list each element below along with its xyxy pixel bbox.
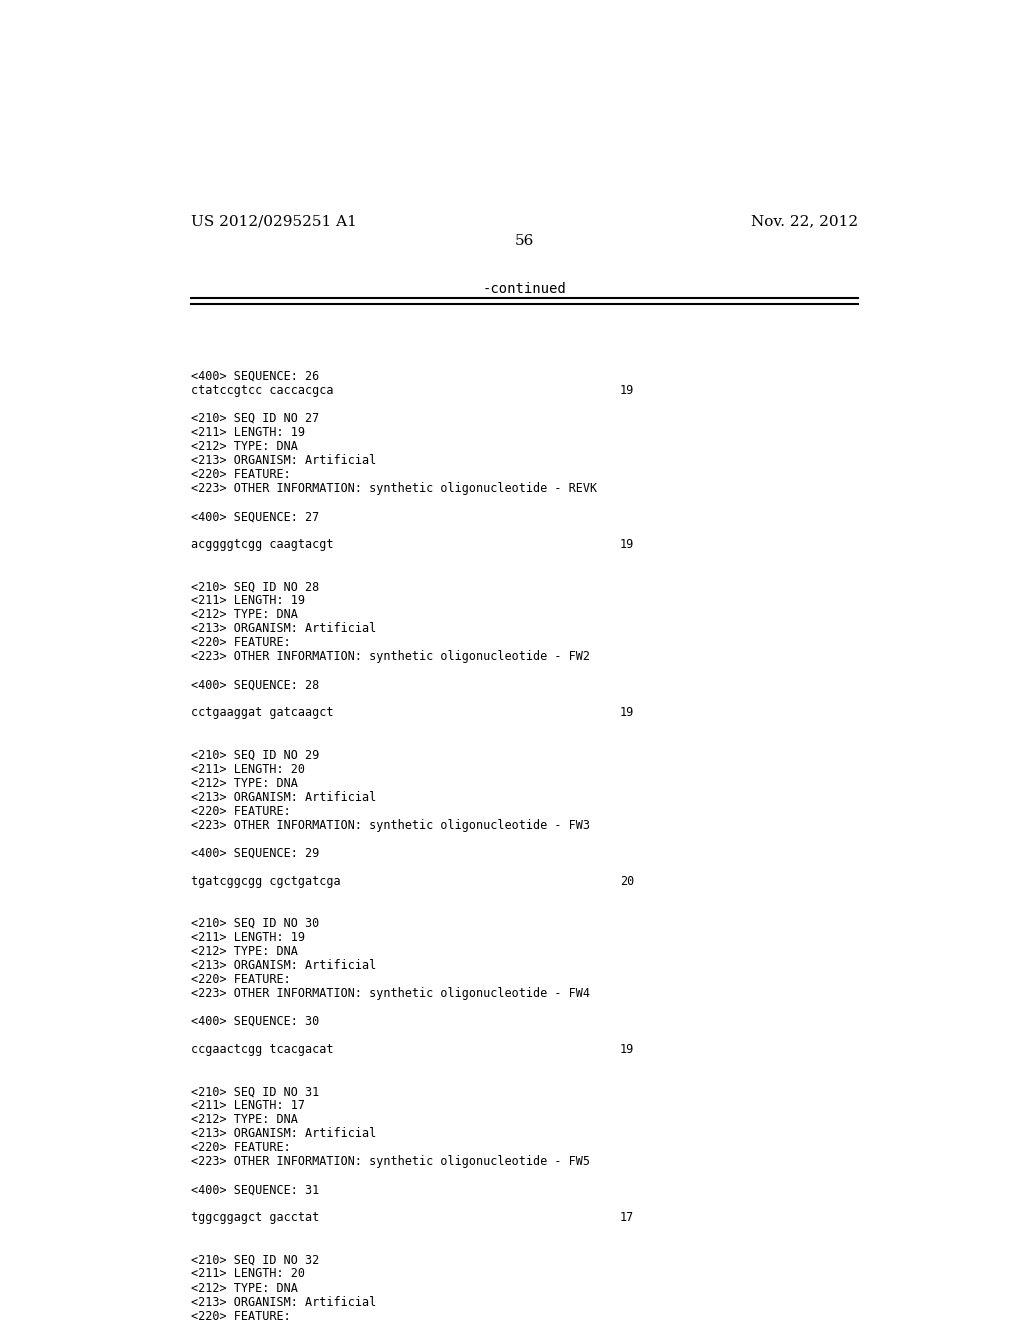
Text: <220> FEATURE:: <220> FEATURE: xyxy=(191,805,291,817)
Text: <400> SEQUENCE: 27: <400> SEQUENCE: 27 xyxy=(191,510,319,523)
Text: <213> ORGANISM: Artificial: <213> ORGANISM: Artificial xyxy=(191,1295,377,1308)
Text: <210> SEQ ID NO 31: <210> SEQ ID NO 31 xyxy=(191,1085,319,1098)
Text: <210> SEQ ID NO 32: <210> SEQ ID NO 32 xyxy=(191,1254,319,1266)
Text: <211> LENGTH: 19: <211> LENGTH: 19 xyxy=(191,594,305,607)
Text: <211> LENGTH: 19: <211> LENGTH: 19 xyxy=(191,426,305,440)
Text: <211> LENGTH: 20: <211> LENGTH: 20 xyxy=(191,1267,305,1280)
Text: 56: 56 xyxy=(515,234,535,248)
Text: <213> ORGANISM: Artificial: <213> ORGANISM: Artificial xyxy=(191,958,377,972)
Text: <400> SEQUENCE: 30: <400> SEQUENCE: 30 xyxy=(191,1015,319,1028)
Text: <211> LENGTH: 20: <211> LENGTH: 20 xyxy=(191,763,305,776)
Text: <223> OTHER INFORMATION: synthetic oligonucleotide - REVK: <223> OTHER INFORMATION: synthetic oligo… xyxy=(191,482,598,495)
Text: <210> SEQ ID NO 29: <210> SEQ ID NO 29 xyxy=(191,748,319,762)
Text: 19: 19 xyxy=(620,539,634,552)
Text: <400> SEQUENCE: 28: <400> SEQUENCE: 28 xyxy=(191,678,319,692)
Text: <400> SEQUENCE: 29: <400> SEQUENCE: 29 xyxy=(191,846,319,859)
Text: <223> OTHER INFORMATION: synthetic oligonucleotide - FW5: <223> OTHER INFORMATION: synthetic oligo… xyxy=(191,1155,591,1168)
Text: -continued: -continued xyxy=(483,282,566,297)
Text: <400> SEQUENCE: 26: <400> SEQUENCE: 26 xyxy=(191,370,319,383)
Text: <223> OTHER INFORMATION: synthetic oligonucleotide - FW2: <223> OTHER INFORMATION: synthetic oligo… xyxy=(191,651,591,664)
Text: <220> FEATURE:: <220> FEATURE: xyxy=(191,973,291,986)
Text: ccgaactcgg tcacgacat: ccgaactcgg tcacgacat xyxy=(191,1043,334,1056)
Text: 19: 19 xyxy=(620,1043,634,1056)
Text: <220> FEATURE:: <220> FEATURE: xyxy=(191,1309,291,1320)
Text: <213> ORGANISM: Artificial: <213> ORGANISM: Artificial xyxy=(191,622,377,635)
Text: <212> TYPE: DNA: <212> TYPE: DNA xyxy=(191,609,298,622)
Text: <223> OTHER INFORMATION: synthetic oligonucleotide - FW4: <223> OTHER INFORMATION: synthetic oligo… xyxy=(191,987,591,1001)
Text: <210> SEQ ID NO 30: <210> SEQ ID NO 30 xyxy=(191,917,319,929)
Text: cctgaaggat gatcaagct: cctgaaggat gatcaagct xyxy=(191,706,334,719)
Text: <220> FEATURE:: <220> FEATURE: xyxy=(191,636,291,649)
Text: <212> TYPE: DNA: <212> TYPE: DNA xyxy=(191,440,298,453)
Text: acggggtcgg caagtacgt: acggggtcgg caagtacgt xyxy=(191,539,334,552)
Text: US 2012/0295251 A1: US 2012/0295251 A1 xyxy=(191,214,357,228)
Text: ctatccgtcc caccacgca: ctatccgtcc caccacgca xyxy=(191,384,334,397)
Text: <212> TYPE: DNA: <212> TYPE: DNA xyxy=(191,1113,298,1126)
Text: <213> ORGANISM: Artificial: <213> ORGANISM: Artificial xyxy=(191,454,377,467)
Text: <212> TYPE: DNA: <212> TYPE: DNA xyxy=(191,945,298,958)
Text: tggcggagct gacctat: tggcggagct gacctat xyxy=(191,1212,319,1225)
Text: 19: 19 xyxy=(620,384,634,397)
Text: <213> ORGANISM: Artificial: <213> ORGANISM: Artificial xyxy=(191,1127,377,1140)
Text: <212> TYPE: DNA: <212> TYPE: DNA xyxy=(191,1282,298,1295)
Text: <211> LENGTH: 17: <211> LENGTH: 17 xyxy=(191,1100,305,1113)
Text: <210> SEQ ID NO 27: <210> SEQ ID NO 27 xyxy=(191,412,319,425)
Text: 17: 17 xyxy=(620,1212,634,1225)
Text: <223> OTHER INFORMATION: synthetic oligonucleotide - FW3: <223> OTHER INFORMATION: synthetic oligo… xyxy=(191,818,591,832)
Text: <213> ORGANISM: Artificial: <213> ORGANISM: Artificial xyxy=(191,791,377,804)
Text: <220> FEATURE:: <220> FEATURE: xyxy=(191,1142,291,1154)
Text: Nov. 22, 2012: Nov. 22, 2012 xyxy=(751,214,858,228)
Text: 20: 20 xyxy=(620,875,634,888)
Text: <210> SEQ ID NO 28: <210> SEQ ID NO 28 xyxy=(191,581,319,593)
Text: <220> FEATURE:: <220> FEATURE: xyxy=(191,469,291,480)
Text: <400> SEQUENCE: 31: <400> SEQUENCE: 31 xyxy=(191,1183,319,1196)
Text: 19: 19 xyxy=(620,706,634,719)
Text: tgatcggcgg cgctgatcga: tgatcggcgg cgctgatcga xyxy=(191,875,341,888)
Text: <211> LENGTH: 19: <211> LENGTH: 19 xyxy=(191,931,305,944)
Text: <212> TYPE: DNA: <212> TYPE: DNA xyxy=(191,776,298,789)
